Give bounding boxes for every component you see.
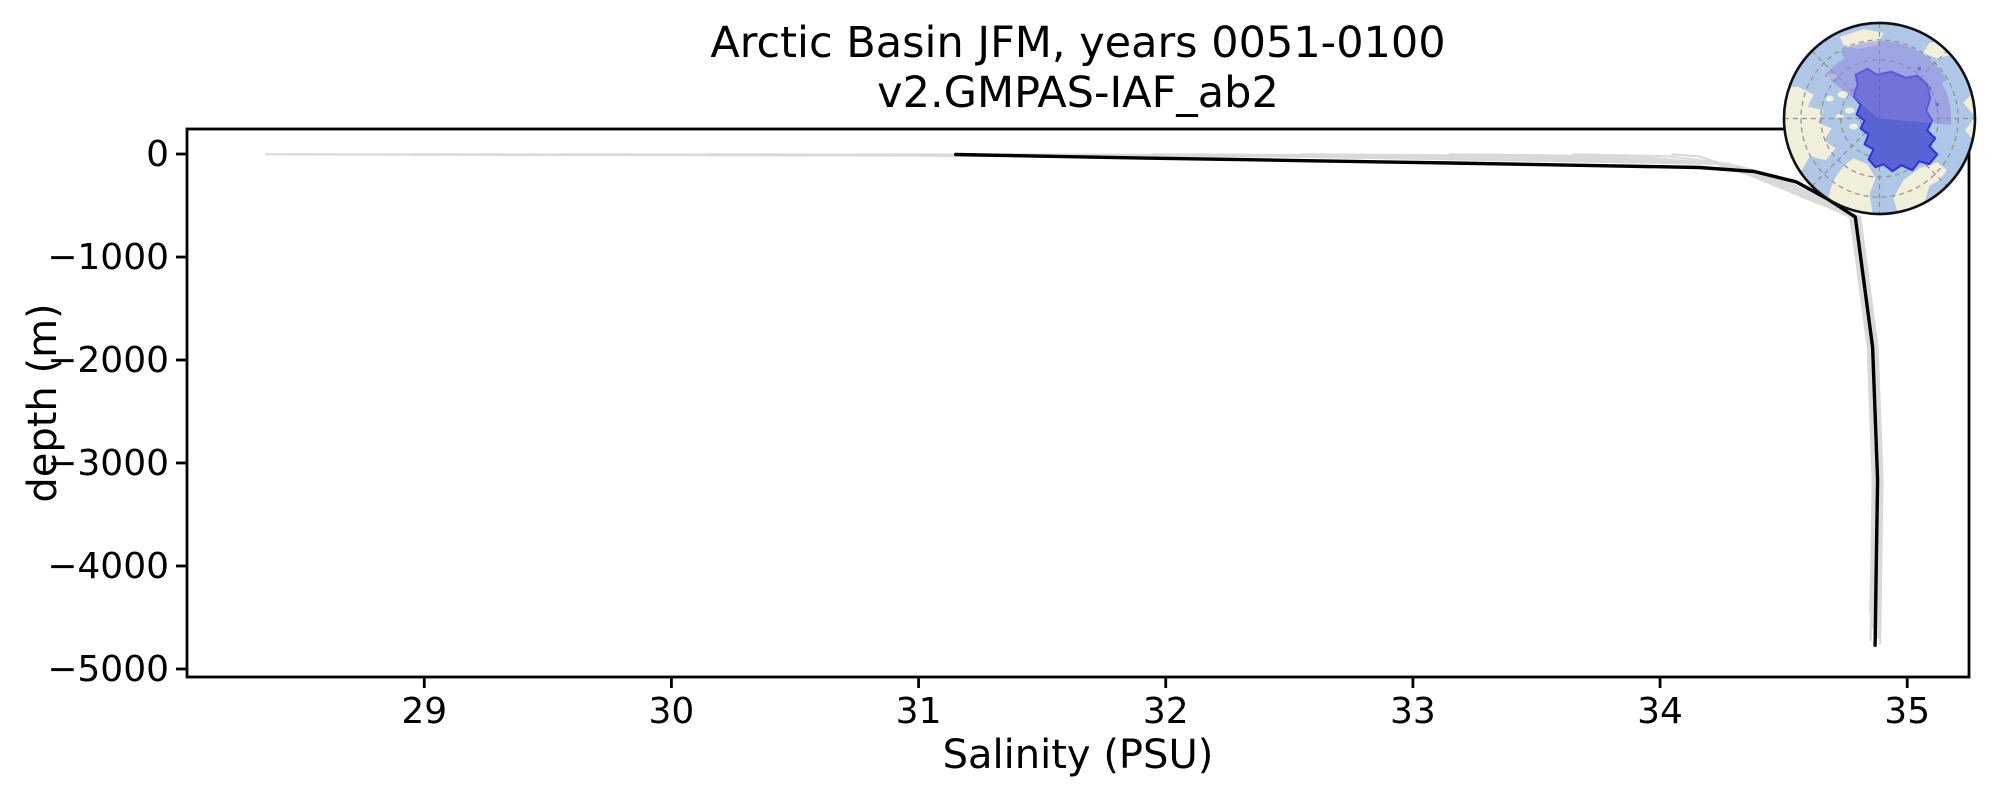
x-tick-label: 30 — [649, 691, 695, 732]
map-island — [1849, 123, 1859, 130]
y-axis-label: depth (m) — [20, 303, 66, 503]
x-axis-label-wrap: Salinity (PSU) — [78, 732, 2000, 778]
year-profile-line — [410, 153, 1882, 640]
year-profile-line — [1300, 153, 1883, 624]
map-land-iceland — [1849, 184, 1862, 192]
chart-title-line2: v2.GMPAS-IAF_ab2 — [877, 68, 1279, 118]
y-tick-label: −1000 — [47, 237, 169, 278]
map-island — [1844, 107, 1855, 114]
year-profile-line — [1004, 153, 1881, 634]
year-profile-line — [1671, 153, 1876, 619]
arctic-map-inset — [1782, 21, 1977, 216]
x-tick-label: 34 — [1637, 691, 1683, 732]
x-axis-label: Salinity (PSU) — [942, 732, 1214, 778]
x-tick-label: 33 — [1390, 691, 1436, 732]
map-island — [1837, 91, 1850, 99]
year-profile-line — [265, 153, 1874, 614]
map-island — [1835, 114, 1844, 119]
year-profile-line — [1572, 153, 1882, 629]
y-tick-label: −5000 — [47, 649, 169, 690]
y-tick-label: −2000 — [47, 340, 169, 381]
year-profile-line — [855, 153, 1875, 609]
y-tick-label: −3000 — [47, 443, 169, 484]
chart-title-line1: Arctic Basin JFM, years 0051-0100 — [710, 18, 1446, 68]
x-tick-label: 35 — [1884, 691, 1930, 732]
axes-frame — [185, 127, 1971, 679]
year-profile-line — [707, 153, 1884, 645]
map-border-circle — [1782, 21, 1977, 216]
map-content — [1783, 22, 1976, 215]
x-tick-label: 29 — [401, 691, 447, 732]
y-tick-label: 0 — [146, 134, 169, 175]
y-tick-label: −4000 — [47, 546, 169, 587]
x-tick-label: 31 — [896, 691, 942, 732]
map-region-sector-overlay — [1824, 40, 1952, 125]
mean-profile-line — [954, 152, 1880, 647]
map-island — [1825, 95, 1834, 102]
year-profile-line — [1448, 153, 1878, 638]
chart-title: Arctic Basin JFM, years 0051-0100 v2.GMP… — [78, 18, 2000, 118]
year-profile-line — [1152, 153, 1875, 642]
year-profile-line — [559, 153, 1877, 629]
x-tick-label: 32 — [1143, 691, 1189, 732]
